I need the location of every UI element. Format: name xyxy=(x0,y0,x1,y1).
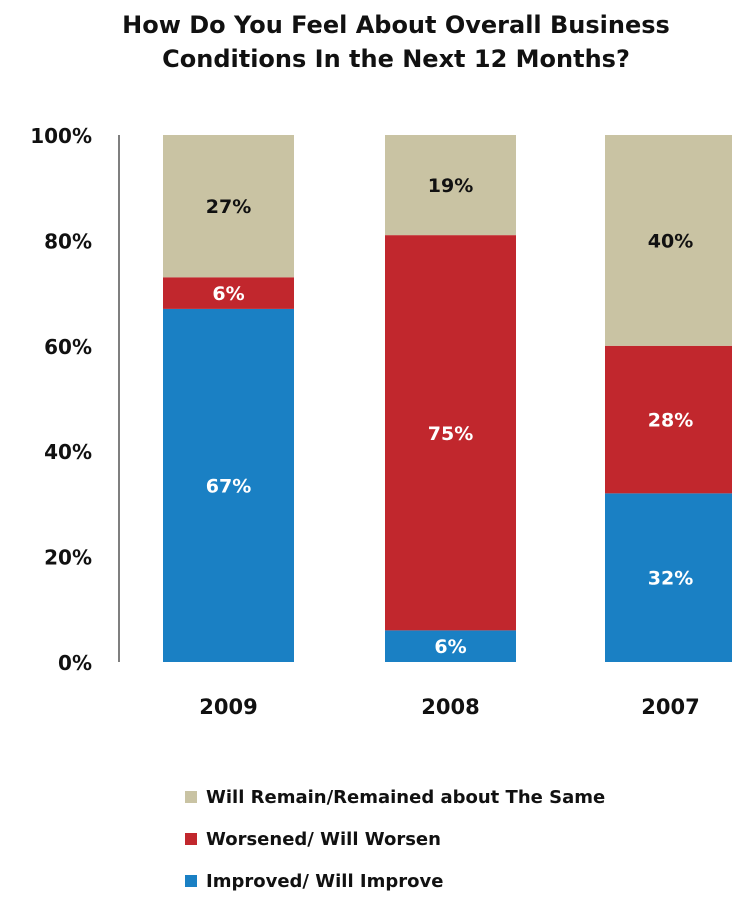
legend-label: Will Remain/Remained about The Same xyxy=(206,786,606,808)
data-label: 6% xyxy=(434,636,466,658)
bar-segment xyxy=(385,235,516,631)
data-label: 32% xyxy=(648,568,693,590)
legend-swatch xyxy=(185,875,197,887)
y-tick-label: 60% xyxy=(44,335,92,359)
data-label: 19% xyxy=(428,175,473,197)
data-label: 28% xyxy=(648,410,693,432)
legend-label: Improved/ Will Improve xyxy=(206,870,444,892)
data-label: 40% xyxy=(648,230,693,252)
chart-legend: Will Remain/Remained about The Same Worse… xyxy=(185,776,605,902)
x-category-label: 2007 xyxy=(641,695,699,719)
bar-segment xyxy=(163,308,294,662)
chart-title-line-2: Conditions In the Next 12 Months? xyxy=(162,45,630,73)
data-label: 27% xyxy=(206,196,251,218)
legend-swatch xyxy=(185,833,197,845)
bar-segment xyxy=(385,135,516,236)
bar-segment xyxy=(163,135,294,278)
data-label: 67% xyxy=(206,475,251,497)
y-tick-label: 80% xyxy=(44,229,92,253)
y-tick-label: 100% xyxy=(30,124,92,148)
chart-title: How Do You Feel About Overall Business C… xyxy=(60,8,732,76)
y-tick-label: 20% xyxy=(44,546,92,570)
x-category-label: 2008 xyxy=(421,695,479,719)
bar-segment xyxy=(605,493,732,662)
y-tick-label: 0% xyxy=(58,651,92,675)
legend-item: Worsened/ Will Worsen xyxy=(185,818,605,860)
bar-segment xyxy=(605,345,732,494)
legend-item: Improved/ Will Improve xyxy=(185,860,605,902)
legend-label: Worsened/ Will Worsen xyxy=(206,828,441,850)
bar-segment xyxy=(605,135,732,346)
legend-item: Will Remain/Remained about The Same xyxy=(185,776,605,818)
stacked-bar-chart: 0% 20% 40% 60% 80% 100% 67% 6% 27% 2009 6% 75% 19% 20… xyxy=(30,124,732,719)
bar-segment xyxy=(163,277,294,309)
data-label: 6% xyxy=(212,283,244,305)
data-label: 75% xyxy=(428,423,473,445)
x-category-label: 2009 xyxy=(199,695,257,719)
legend-swatch xyxy=(185,791,197,803)
y-tick-label: 40% xyxy=(44,440,92,464)
bar-segment xyxy=(385,630,516,662)
chart-title-line-1: How Do You Feel About Overall Business xyxy=(122,11,670,39)
